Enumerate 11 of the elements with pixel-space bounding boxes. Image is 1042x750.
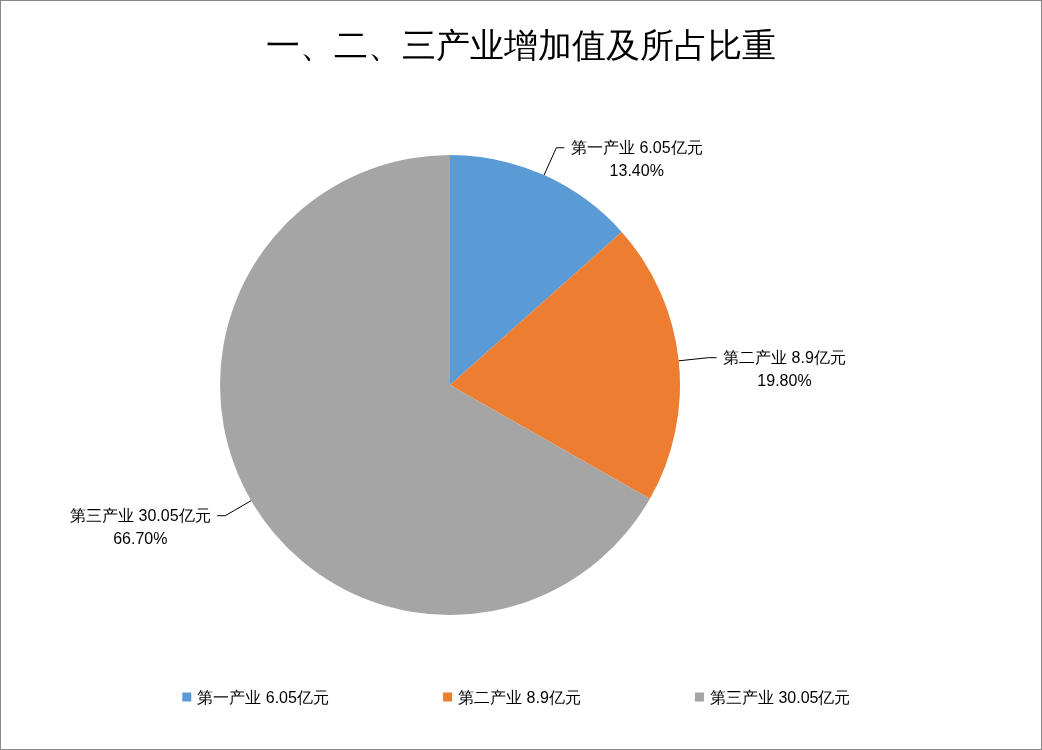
slice-label: 第三产业 30.05亿元	[70, 506, 211, 524]
legend-label: 第三产业 30.05亿元	[709, 688, 851, 706]
legend-label: 第二产业 8.9亿元	[458, 688, 581, 706]
data-label: 13.40%	[609, 161, 664, 179]
pie-slice	[450, 231, 680, 499]
legend-label: 第一产业 6.05亿元	[197, 688, 329, 706]
chart-title: 一、二、三产业增加值及所占比重	[266, 27, 776, 64]
data-label: 66.70%	[113, 529, 168, 547]
data-label: 19.80%	[757, 371, 812, 389]
slice-label: 第一产业 6.05亿元	[570, 138, 703, 156]
slice-label: 第二产业 8.9亿元	[723, 348, 846, 366]
